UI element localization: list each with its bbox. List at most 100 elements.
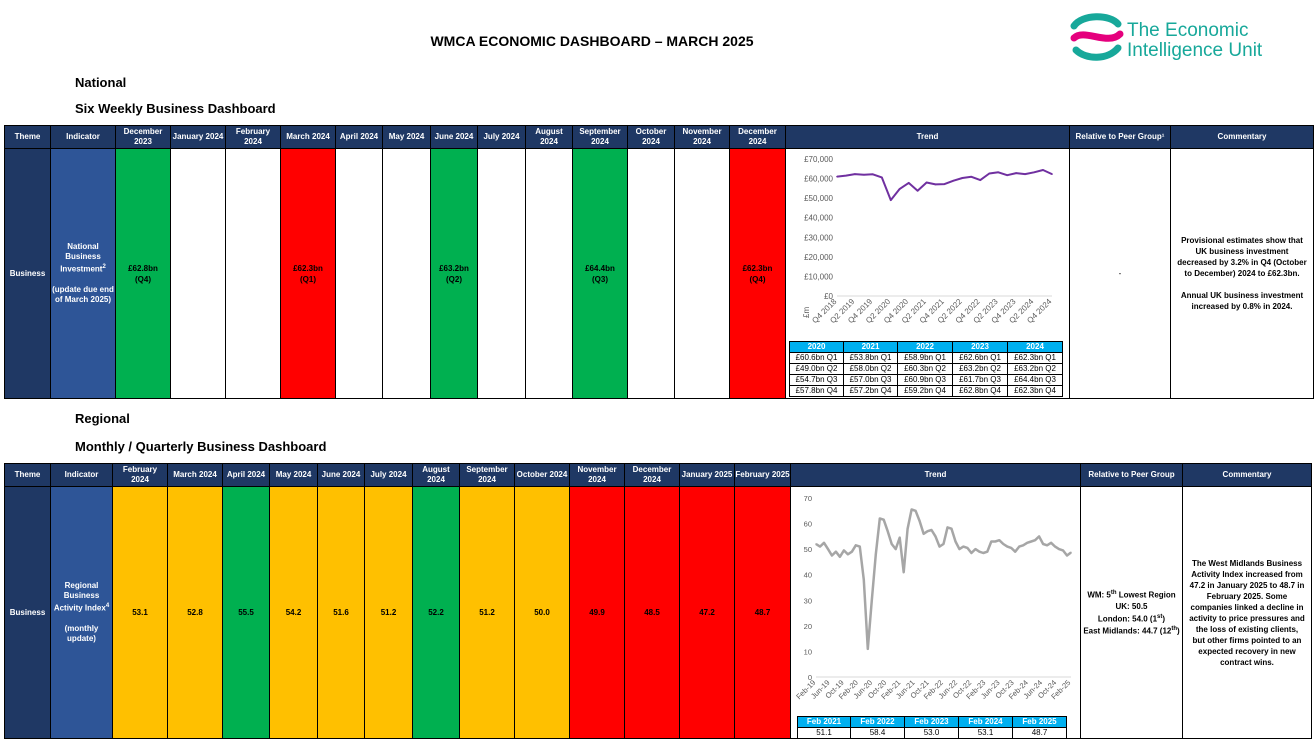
data-point xyxy=(942,543,945,545)
header-trend: Trend xyxy=(785,125,1070,149)
cell-value: £63.2bn xyxy=(439,263,469,273)
y-tick-label: £50,000 xyxy=(804,194,833,203)
indicator-footnote: 4 xyxy=(105,603,110,610)
data-point xyxy=(1026,541,1028,544)
data-point xyxy=(934,183,937,186)
rag-cell: 49.9 xyxy=(569,486,625,739)
header-month: August 2024 xyxy=(525,125,573,149)
rag-cell xyxy=(335,148,383,399)
peer-sup: th xyxy=(1110,590,1117,597)
data-point xyxy=(1054,545,1056,548)
data-point xyxy=(886,530,889,533)
mini-header: Feb 2021 xyxy=(797,716,851,728)
data-point xyxy=(1006,174,1009,177)
y-tick-label: £60,000 xyxy=(804,175,833,184)
peer-cell: - xyxy=(1069,148,1171,399)
data-point xyxy=(845,174,847,177)
logo-text: The Economic Intelligence Unit xyxy=(1127,21,1262,61)
data-point xyxy=(986,550,989,553)
header-month: August 2024 xyxy=(412,463,460,487)
series-line xyxy=(836,169,1053,202)
data-point xyxy=(819,545,821,548)
national-subtitle: Six Weekly Business Dashboard xyxy=(75,101,276,116)
y-tick-label: £70,000 xyxy=(804,155,833,164)
data-point xyxy=(925,181,928,184)
mini-header: 2024 xyxy=(1007,341,1063,353)
mini-cell: £62.8bn Q4 xyxy=(952,385,1008,397)
mini-row: £54.7bn Q3 £57.0bn Q3 £60.9bn Q3 £61.7bn Q3… xyxy=(789,374,1063,386)
header-theme: Theme xyxy=(4,463,51,487)
data-point xyxy=(1014,550,1017,553)
peer-london: London: 54.0 (1st) xyxy=(1081,612,1182,625)
logo xyxy=(1070,12,1125,64)
commentary-para: Annual UK business investment increased … xyxy=(1180,291,1304,311)
rag-cell: 55.5 xyxy=(222,486,270,739)
data-point xyxy=(1050,541,1052,544)
data-point xyxy=(910,508,913,511)
data-point xyxy=(1034,539,1036,541)
header-month: May 2024 xyxy=(269,463,318,487)
data-point xyxy=(922,533,925,535)
mini-header: Feb 2023 xyxy=(904,716,959,728)
regional-subtitle: Monthly / Quarterly Business Dashboard xyxy=(75,439,327,454)
data-point xyxy=(827,548,829,550)
rag-cell: 48.5 xyxy=(624,486,680,739)
mini-cell: 58.4 xyxy=(850,727,905,739)
header-commentary: Commentary xyxy=(1182,463,1312,487)
y-axis-label: £m xyxy=(802,307,811,318)
page-title: WMCA ECONOMIC DASHBOARD – MARCH 2025 xyxy=(430,33,754,49)
data-point xyxy=(982,552,985,554)
data-point xyxy=(882,518,885,521)
header-theme: Theme xyxy=(4,125,51,149)
mini-header: Feb 2024 xyxy=(958,716,1013,728)
peer-text: East Midlands: 44.7 (12 xyxy=(1083,626,1172,636)
header-month: June 2024 xyxy=(317,463,365,487)
data-point xyxy=(930,529,933,531)
data-point xyxy=(952,179,955,182)
mini-cell: £59.2bn Q4 xyxy=(897,385,953,397)
y-tick-label: 20 xyxy=(804,622,812,631)
rag-cell: £63.2bn (Q2) xyxy=(430,148,478,399)
rag-cell: 47.2 xyxy=(679,486,735,739)
data-point xyxy=(1022,544,1024,547)
data-point xyxy=(1033,171,1035,174)
rag-cell: 51.6 xyxy=(317,486,365,739)
data-point xyxy=(934,535,937,538)
header-peer: Relative to Peer Group xyxy=(1080,463,1183,487)
rag-cell xyxy=(627,148,675,399)
data-point xyxy=(954,540,957,543)
data-point xyxy=(994,540,997,543)
data-point xyxy=(1024,173,1026,175)
header-indicator: Indicator xyxy=(50,463,113,487)
national-trend-chart: £70,000 £60,000 £50,000 £40,000 £30,000 £20,0… xyxy=(802,155,1054,325)
header-indicator: Indicator xyxy=(50,125,116,149)
cell-sub: (Q2) xyxy=(446,274,462,284)
rag-cell xyxy=(674,148,730,399)
peer-text: WM: 5 xyxy=(1087,590,1111,600)
indicator-cell: National Business Investment2 (update du… xyxy=(50,148,116,399)
regional-section-heading: Regional xyxy=(75,411,130,426)
peer-cell: WM: 5th Lowest Region UK: 50.5 London: 5… xyxy=(1080,486,1183,739)
regional-trend-chart: 706050403020100Feb-19Jun-19Oct-19Feb-20J… xyxy=(794,494,1072,701)
data-point xyxy=(854,173,856,175)
data-point xyxy=(1066,554,1068,557)
data-point xyxy=(962,545,965,548)
data-point xyxy=(988,172,991,175)
commentary-cell: The West Midlands Business Activity Inde… xyxy=(1182,486,1312,739)
mini-header-row: Feb 2021 Feb 2022 Feb 2023 Feb 2024 Feb … xyxy=(797,716,1067,728)
peer-text: London: 54.0 (1 xyxy=(1097,614,1158,624)
regional-dashboard-table: Theme Indicator February 2024 March 2024… xyxy=(4,463,1312,739)
mini-cell: £62.6bn Q1 xyxy=(952,352,1008,364)
cell-sub: (Q1) xyxy=(300,274,316,284)
rag-cell: 50.0 xyxy=(514,486,570,739)
rag-cell: £64.4bn (Q3) xyxy=(572,148,628,399)
mini-cell: £61.7bn Q3 xyxy=(952,374,1008,386)
data-point xyxy=(990,540,993,543)
data-point xyxy=(906,527,909,530)
data-point xyxy=(914,509,917,512)
header-month: December 2024 xyxy=(729,125,786,149)
mini-cell: £64.4bn Q3 xyxy=(1007,374,1063,386)
mini-cell: £53.8bn Q1 xyxy=(843,352,898,364)
data-point xyxy=(890,543,893,545)
rag-cell: 51.2 xyxy=(364,486,413,739)
